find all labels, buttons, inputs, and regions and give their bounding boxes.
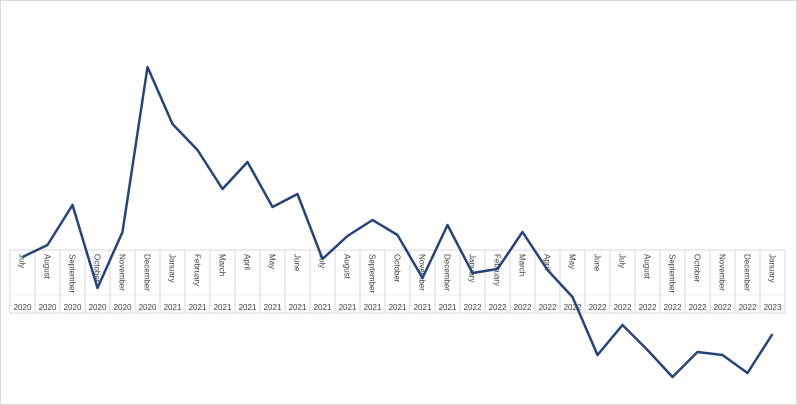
x-group-label: 2022	[689, 303, 707, 312]
x-group-label: 2020	[64, 303, 82, 312]
x-group-label: 2021	[389, 303, 407, 312]
x-tick-label: August	[643, 254, 652, 280]
x-group-label: 2021	[414, 303, 432, 312]
x-group-label: 2020	[114, 303, 132, 312]
x-group-label: 2022	[514, 303, 532, 312]
x-group-label: 2022	[664, 303, 682, 312]
x-group-label: 2022	[539, 303, 557, 312]
x-tick-label: October	[393, 254, 402, 283]
x-group-label: 2022	[589, 303, 607, 312]
x-group-label: 2021	[239, 303, 257, 312]
x-group-label: 2022	[464, 303, 482, 312]
x-tick-label: November	[718, 254, 727, 291]
x-tick-label: March	[518, 254, 527, 276]
x-tick-label: October	[693, 254, 702, 283]
x-group-label: 2022	[714, 303, 732, 312]
x-tick-label: September	[668, 254, 677, 293]
x-group-label: 2022	[564, 303, 582, 312]
x-tick-label: November	[418, 254, 427, 291]
x-tick-label: March	[218, 254, 227, 276]
x-tick-label: February	[193, 254, 202, 286]
x-tick-label: June	[593, 254, 602, 272]
x-tick-label: September	[368, 254, 377, 293]
x-group-label: 2021	[314, 303, 332, 312]
data-line	[21, 65, 774, 379]
x-tick-label: October	[93, 254, 102, 283]
x-tick-label: September	[68, 254, 77, 293]
x-tick-label: April	[243, 254, 252, 270]
x-tick-label: May	[568, 254, 577, 269]
x-group-label: 2021	[164, 303, 182, 312]
x-tick-label: December	[743, 254, 752, 291]
x-group-label: 2022	[489, 303, 507, 312]
x-group-label: 2022	[614, 303, 632, 312]
x-group-label: 2021	[289, 303, 307, 312]
x-tick-label: January	[168, 254, 177, 282]
x-group-label: 2021	[364, 303, 382, 312]
x-group-label: 2020	[89, 303, 107, 312]
x-group-label: 2021	[339, 303, 357, 312]
x-group-label: 2020	[39, 303, 57, 312]
x-tick-label: June	[293, 254, 302, 272]
x-tick-label: May	[268, 254, 277, 269]
x-tick-label: July	[318, 254, 327, 268]
x-tick-label: August	[343, 254, 352, 280]
x-tick-label: December	[143, 254, 152, 291]
x-group-label: 2021	[214, 303, 232, 312]
x-tick-label: December	[443, 254, 452, 291]
x-tick-label: July	[618, 254, 627, 268]
x-tick-label: July	[18, 254, 27, 268]
x-tick-label: August	[43, 254, 52, 280]
x-group-label: 2021	[189, 303, 207, 312]
x-group-label: 2022	[739, 303, 757, 312]
x-group-label: 2020	[139, 303, 157, 312]
x-group-label: 2021	[264, 303, 282, 312]
x-tick-label: January	[768, 254, 777, 282]
x-tick-label: April	[543, 254, 552, 270]
x-group-label: 2021	[439, 303, 457, 312]
x-group-label: 2023	[764, 303, 782, 312]
x-tick-label: January	[468, 254, 477, 282]
x-tick-label: November	[118, 254, 127, 291]
x-group-label: 2022	[639, 303, 657, 312]
x-group-label: 2020	[14, 303, 32, 312]
